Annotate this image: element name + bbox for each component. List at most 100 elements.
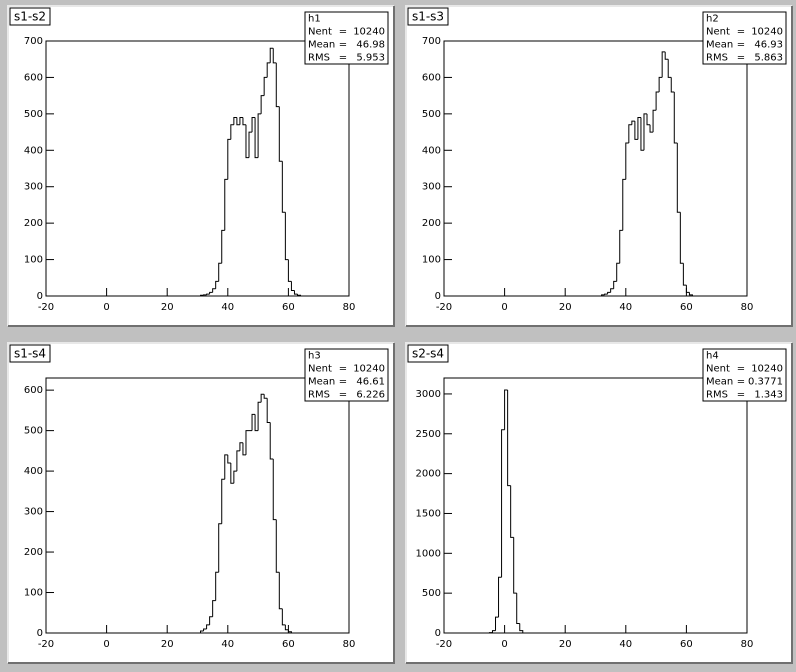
histogram-bin — [688, 292, 693, 296]
stats-value: 46.61 — [356, 377, 385, 388]
stats-equals: = — [339, 377, 347, 388]
x-tick-label: 40 — [221, 639, 234, 650]
stats-label: Mean — [706, 40, 733, 51]
histogram-bin — [513, 537, 517, 594]
stats-label: RMS — [706, 390, 728, 401]
histogram-bin — [637, 117, 641, 140]
stats-value: 10240 — [353, 27, 385, 38]
stats-box — [702, 348, 787, 402]
stats-label: Mean — [308, 40, 335, 51]
stats-box — [702, 11, 787, 65]
histogram-bin — [224, 178, 228, 231]
histogram-bin — [504, 389, 508, 430]
stats-value: 6.226 — [356, 390, 385, 401]
y-tick-label: 600 — [422, 72, 441, 83]
stats-value: 46.93 — [754, 40, 783, 51]
stats-name: h4 — [706, 351, 719, 362]
histogram-bin — [622, 178, 626, 231]
histogram-bin — [516, 593, 520, 624]
stats-equals: = — [339, 390, 347, 401]
histogram-bin — [679, 212, 684, 264]
histogram-bin — [646, 113, 651, 126]
stats-equals: = — [737, 40, 745, 51]
y-tick-label: 700 — [422, 36, 441, 47]
histogram-bin — [245, 430, 250, 455]
plot-frame — [443, 377, 748, 634]
x-tick-label: 0 — [501, 302, 507, 313]
y-tick-label: 0 — [435, 291, 441, 302]
histogram-bin — [239, 117, 243, 125]
histogram-bin — [290, 281, 295, 292]
y-tick-label: 100 — [24, 588, 43, 599]
histogram-bin — [251, 413, 256, 431]
x-tick-label: 0 — [103, 302, 109, 313]
stats-value: 5.863 — [754, 53, 783, 64]
y-tick-label: 300 — [422, 182, 441, 193]
stats-value: 10240 — [353, 364, 385, 375]
stats-value: 5.953 — [356, 53, 385, 64]
plot-frame — [45, 40, 350, 297]
x-tick-label: 60 — [680, 639, 693, 650]
histogram-bin — [655, 91, 660, 111]
histogram-bin — [200, 630, 204, 633]
histogram-bin — [266, 62, 271, 78]
histogram-bin — [652, 109, 657, 133]
histogram-bin — [257, 113, 262, 158]
histogram-bin — [275, 519, 280, 573]
histogram-bin — [667, 59, 672, 78]
stats-equals: = — [339, 53, 347, 64]
histogram-bin — [206, 293, 210, 295]
histogram-bin — [230, 463, 234, 484]
histogram-bin — [616, 262, 620, 282]
histogram-bin — [640, 117, 644, 151]
stats-equals: = — [339, 364, 347, 375]
histogram-bin — [224, 454, 228, 480]
plot-frame — [45, 377, 350, 634]
stats-name: h1 — [308, 14, 321, 25]
histogram-bin — [604, 293, 608, 295]
histogram-bin — [293, 290, 298, 295]
y-tick-label: 100 — [24, 255, 43, 266]
histogram-bin — [510, 485, 514, 538]
chart-title: s2-s4 — [412, 347, 444, 361]
histogram-bin — [254, 414, 259, 432]
y-tick-label: 400 — [24, 145, 43, 156]
histogram-bin — [209, 291, 213, 295]
stats-label: Nent — [706, 27, 730, 38]
stats-equals: = — [737, 390, 745, 401]
y-tick-label: 500 — [422, 109, 441, 120]
histogram-bin — [200, 294, 204, 296]
stats-value: 10240 — [751, 364, 783, 375]
pad-border-light — [405, 342, 792, 663]
x-tick-label: -20 — [436, 639, 452, 650]
x-tick-label: 20 — [559, 639, 572, 650]
histogram-bin — [495, 616, 499, 631]
histogram-bin — [673, 92, 678, 144]
histogram-bin — [236, 117, 240, 126]
histogram-bin — [498, 576, 502, 618]
x-tick-label: -20 — [38, 639, 54, 650]
histogram-bin — [266, 398, 271, 424]
histogram-bin — [670, 77, 675, 93]
histogram-bin — [203, 628, 207, 631]
histogram-bin — [212, 600, 216, 617]
y-tick-label: 1500 — [416, 508, 441, 519]
histogram-bin — [658, 76, 663, 92]
histogram-bin — [625, 142, 629, 180]
title-box — [407, 344, 449, 363]
histogram-bin — [263, 394, 268, 399]
histogram-bin — [631, 120, 635, 125]
stats-label: RMS — [706, 53, 728, 64]
histogram-bin — [284, 624, 289, 631]
y-tick-label: 600 — [24, 72, 43, 83]
y-tick-label: 700 — [24, 36, 43, 47]
histogram-bin — [682, 263, 687, 286]
x-tick-label: -20 — [38, 302, 54, 313]
histogram-bin — [272, 458, 277, 521]
y-tick-label: 0 — [435, 628, 441, 639]
histogram-bin — [676, 143, 681, 213]
x-tick-label: 20 — [559, 302, 572, 313]
histogram-bin — [634, 121, 638, 140]
histogram-bin — [661, 51, 666, 78]
